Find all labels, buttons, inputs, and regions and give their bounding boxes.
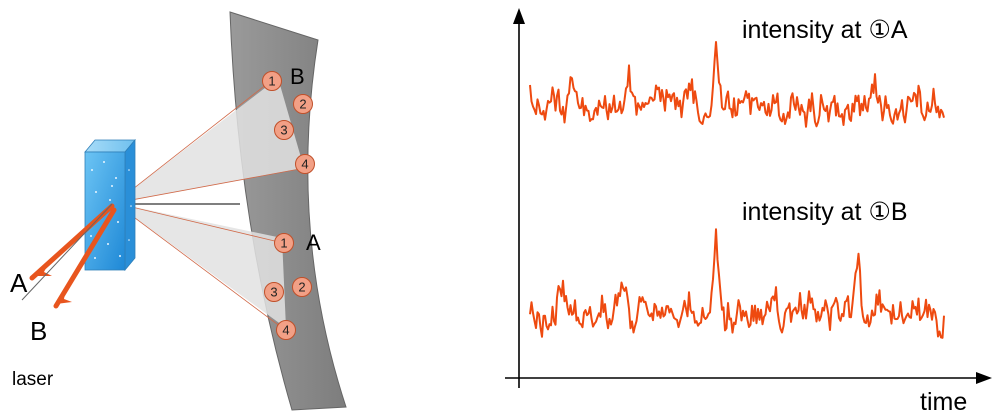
spot-b-3: 3: [274, 120, 294, 140]
svg-text:4: 4: [301, 157, 308, 172]
svg-text:2: 2: [298, 280, 305, 295]
spot-a-3: 3: [264, 282, 284, 302]
laser-beams: [21, 203, 117, 309]
intensity-plot: intensity at ①A intensity at ①B time: [505, 8, 992, 415]
svg-text:4: 4: [282, 323, 289, 338]
setup-illustration: A B laser 1 2 3 4 B: [10, 11, 347, 411]
scatter-cone-upper: [115, 78, 304, 203]
svg-text:3: 3: [280, 123, 287, 138]
scatter-rays: [114, 79, 306, 331]
x-axis-arrow: [976, 372, 992, 384]
spot-group-a: 1 2 3 4: [264, 233, 312, 340]
detection-screen: [229, 11, 347, 411]
trace-b-label: intensity at ①B: [742, 198, 908, 226]
svg-text:1: 1: [268, 74, 275, 89]
spot-group-b: 1 2 3 4: [262, 71, 315, 174]
trace-a-label: intensity at ①A: [742, 16, 908, 44]
spot-b-4: 4: [295, 154, 315, 174]
laser-label: laser: [12, 369, 54, 390]
trace-intensity-b: [529, 228, 945, 339]
spot-a-2: 2: [292, 277, 312, 297]
spot-b-2: 2: [293, 94, 313, 114]
spot-a-4: 4: [276, 320, 296, 340]
beam-a-label: A: [10, 268, 28, 298]
axes: [505, 8, 992, 388]
spot-a-1: 1: [274, 233, 294, 253]
trace-intensity-a: [529, 41, 945, 128]
scatter-cone-lower: [115, 203, 286, 328]
x-axis-label: time: [920, 388, 967, 415]
beam-b-label: B: [30, 316, 47, 346]
screen-group-b-label: B: [290, 64, 305, 89]
svg-text:2: 2: [299, 97, 306, 112]
spot-b-1: 1: [262, 71, 282, 91]
svg-text:3: 3: [270, 285, 277, 300]
svg-text:1: 1: [280, 236, 287, 251]
screen-group-a-label: A: [306, 230, 321, 255]
y-axis-arrow: [513, 8, 525, 24]
